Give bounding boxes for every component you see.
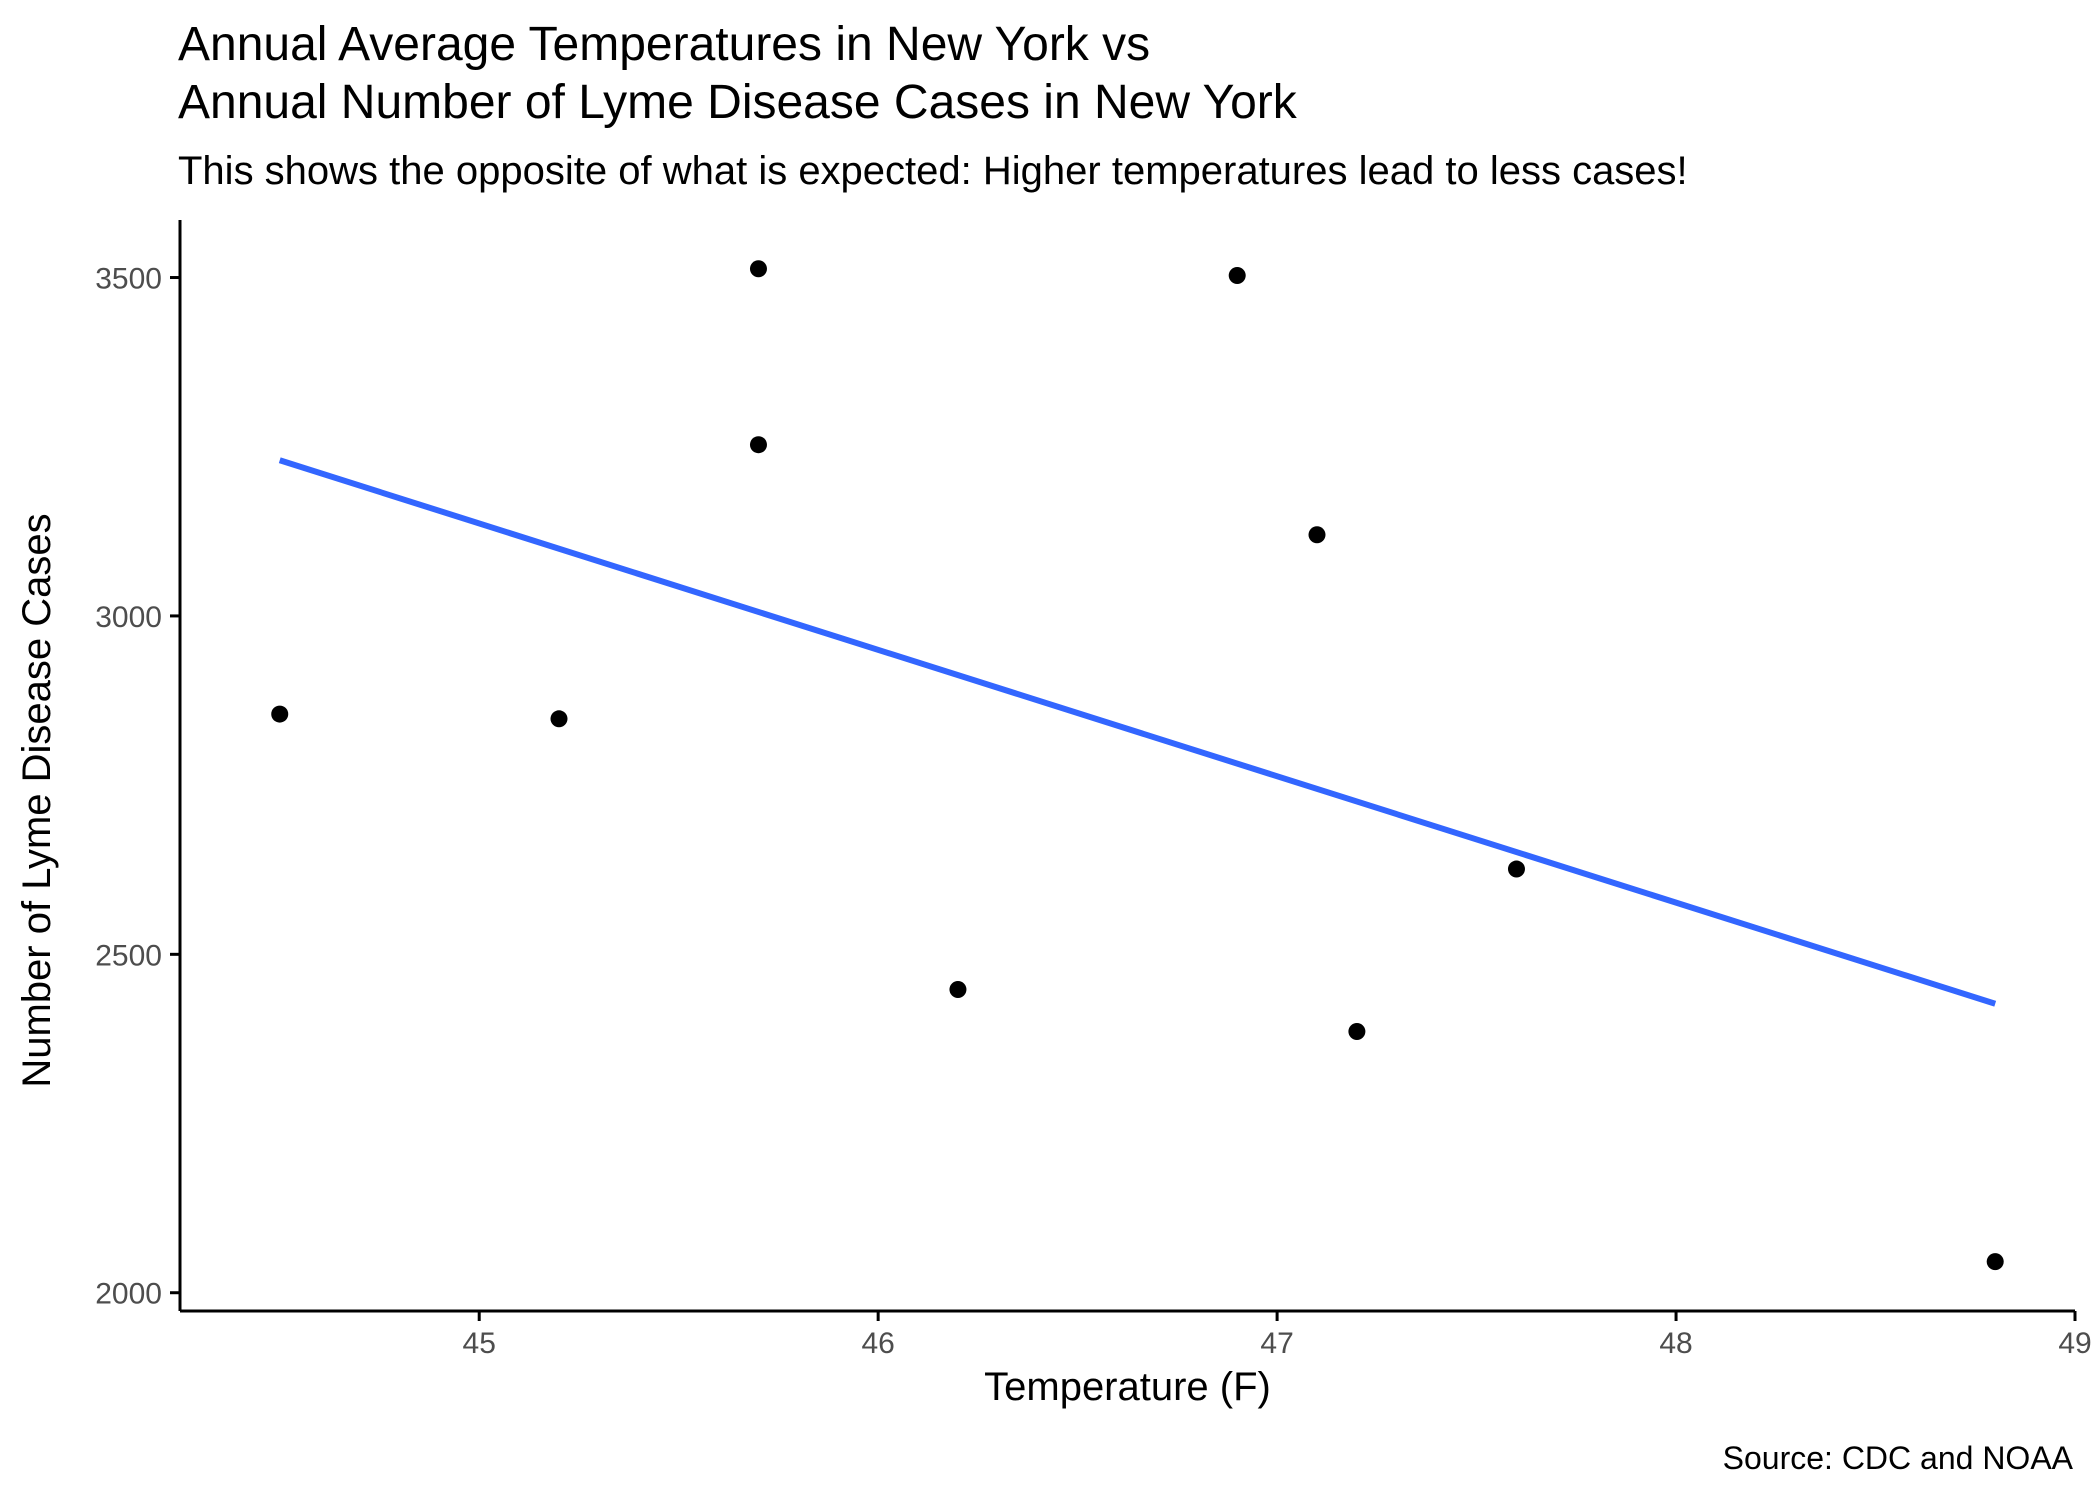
chart-subtitle: This shows the opposite of what is expec… xyxy=(178,149,1688,193)
y-tick-label: 3000 xyxy=(95,601,162,634)
x-tick-label: 45 xyxy=(463,1327,496,1360)
trend-line-layer xyxy=(278,457,1997,1007)
ticks-layer: 45 46 47 48 49 2000 2500 3000 3500 xyxy=(95,263,2091,1360)
axes-layer xyxy=(178,220,2075,1313)
y-axis-title: Number of Lyme Disease Cases xyxy=(15,513,59,1087)
chart-title: Annual Average Temperatures in New York … xyxy=(178,16,1297,132)
data-point xyxy=(1348,1022,1366,1040)
chart-title-line-2: Annual Number of Lyme Disease Cases in N… xyxy=(178,76,1297,129)
data-point xyxy=(949,981,967,999)
y-tick-label: 2500 xyxy=(95,939,162,972)
data-point xyxy=(1507,860,1525,878)
data-point xyxy=(1308,526,1326,544)
y-tick-label: 2000 xyxy=(95,1278,162,1311)
chart-caption: Source: CDC and NOAA xyxy=(1722,1440,2073,1476)
data-point xyxy=(749,260,767,278)
y-tick-label: 3500 xyxy=(95,263,162,296)
x-tick-label: 48 xyxy=(1659,1327,1692,1360)
data-point xyxy=(271,705,289,723)
data-point xyxy=(1228,266,1246,284)
trend-line xyxy=(278,457,1997,1007)
data-point xyxy=(749,436,767,454)
data-point xyxy=(550,710,568,728)
chart-title-line-1: Annual Average Temperatures in New York … xyxy=(178,18,1151,71)
x-axis-title: Temperature (F) xyxy=(984,1365,1271,1409)
x-tick-label: 46 xyxy=(861,1327,894,1360)
x-tick-label: 47 xyxy=(1260,1327,1293,1360)
x-tick-label: 49 xyxy=(2058,1327,2091,1360)
data-points-layer xyxy=(271,260,2004,1271)
data-point xyxy=(1986,1253,2004,1271)
